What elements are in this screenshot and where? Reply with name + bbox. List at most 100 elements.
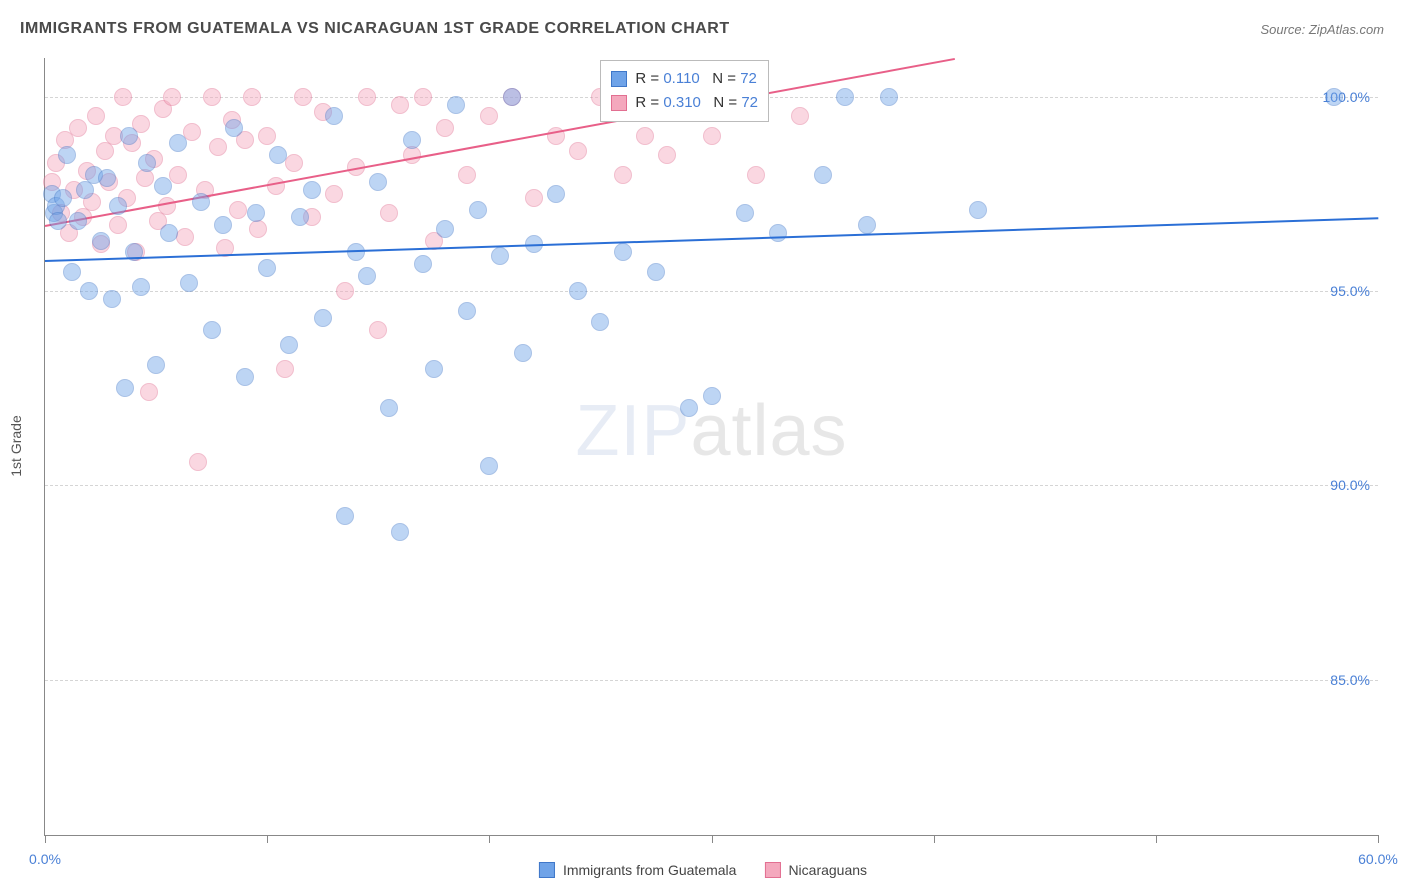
data-point-guatemala bbox=[203, 321, 221, 339]
legend-item-guatemala: Immigrants from Guatemala bbox=[539, 862, 737, 878]
data-point-nicaragua bbox=[569, 142, 587, 160]
data-point-guatemala bbox=[314, 309, 332, 327]
data-point-guatemala bbox=[160, 224, 178, 242]
stats-legend: R = 0.110 N = 72R = 0.310 N = 72 bbox=[600, 60, 769, 122]
data-point-guatemala bbox=[680, 399, 698, 417]
data-point-nicaragua bbox=[169, 166, 187, 184]
data-point-guatemala bbox=[192, 193, 210, 211]
data-point-nicaragua bbox=[294, 88, 312, 106]
data-point-guatemala bbox=[336, 507, 354, 525]
source-credit: Source: ZipAtlas.com bbox=[1260, 22, 1384, 37]
data-point-guatemala bbox=[403, 131, 421, 149]
legend-item-nicaragua: Nicaraguans bbox=[764, 862, 867, 878]
data-point-guatemala bbox=[591, 313, 609, 331]
data-point-guatemala bbox=[469, 201, 487, 219]
data-point-nicaragua bbox=[369, 321, 387, 339]
data-point-nicaragua bbox=[380, 204, 398, 222]
stats-row-guatemala: R = 0.110 N = 72 bbox=[611, 67, 758, 91]
x-tick bbox=[934, 835, 935, 843]
data-point-nicaragua bbox=[203, 88, 221, 106]
data-point-guatemala bbox=[480, 457, 498, 475]
data-point-guatemala bbox=[880, 88, 898, 106]
data-point-guatemala bbox=[120, 127, 138, 145]
data-point-nicaragua bbox=[403, 146, 421, 164]
data-point-guatemala bbox=[614, 243, 632, 261]
data-point-nicaragua bbox=[285, 154, 303, 172]
x-tick bbox=[1156, 835, 1157, 843]
watermark-zip: ZIP bbox=[575, 391, 690, 471]
data-point-guatemala bbox=[54, 189, 72, 207]
data-point-guatemala bbox=[425, 360, 443, 378]
x-tick bbox=[45, 835, 46, 843]
data-point-guatemala bbox=[69, 212, 87, 230]
data-point-guatemala bbox=[358, 267, 376, 285]
data-point-guatemala bbox=[98, 169, 116, 187]
data-point-guatemala bbox=[814, 166, 832, 184]
data-point-nicaragua bbox=[658, 146, 676, 164]
data-point-guatemala bbox=[1325, 88, 1343, 106]
data-point-guatemala bbox=[414, 255, 432, 273]
data-point-guatemala bbox=[703, 387, 721, 405]
data-point-nicaragua bbox=[140, 383, 158, 401]
data-point-guatemala bbox=[109, 197, 127, 215]
data-point-guatemala bbox=[458, 302, 476, 320]
data-point-guatemala bbox=[447, 96, 465, 114]
data-point-nicaragua bbox=[391, 96, 409, 114]
data-point-guatemala bbox=[291, 208, 309, 226]
data-point-nicaragua bbox=[96, 142, 114, 160]
data-point-nicaragua bbox=[525, 189, 543, 207]
data-point-nicaragua bbox=[189, 453, 207, 471]
data-point-guatemala bbox=[76, 181, 94, 199]
data-point-nicaragua bbox=[336, 282, 354, 300]
gridline bbox=[45, 680, 1378, 681]
data-point-guatemala bbox=[103, 290, 121, 308]
data-point-guatemala bbox=[80, 282, 98, 300]
data-point-nicaragua bbox=[414, 88, 432, 106]
data-point-guatemala bbox=[380, 399, 398, 417]
data-point-nicaragua bbox=[243, 88, 261, 106]
data-point-nicaragua bbox=[480, 107, 498, 125]
swatch-nicaragua bbox=[764, 862, 780, 878]
data-point-nicaragua bbox=[249, 220, 267, 238]
data-point-guatemala bbox=[180, 274, 198, 292]
stats-text-nicaragua: R = 0.310 N = 72 bbox=[635, 91, 758, 115]
data-point-nicaragua bbox=[791, 107, 809, 125]
x-tick-label: 0.0% bbox=[29, 851, 61, 867]
data-point-guatemala bbox=[391, 523, 409, 541]
data-point-guatemala bbox=[514, 344, 532, 362]
data-point-nicaragua bbox=[325, 185, 343, 203]
data-point-nicaragua bbox=[114, 88, 132, 106]
data-point-guatemala bbox=[92, 232, 110, 250]
chart-title: IMMIGRANTS FROM GUATEMALA VS NICARAGUAN … bbox=[20, 20, 730, 38]
data-point-nicaragua bbox=[136, 169, 154, 187]
data-point-guatemala bbox=[303, 181, 321, 199]
stats-swatch-guatemala bbox=[611, 71, 627, 87]
data-point-nicaragua bbox=[276, 360, 294, 378]
data-point-guatemala bbox=[369, 173, 387, 191]
data-point-guatemala bbox=[503, 88, 521, 106]
data-point-guatemala bbox=[147, 356, 165, 374]
data-point-nicaragua bbox=[747, 166, 765, 184]
data-point-nicaragua bbox=[176, 228, 194, 246]
data-point-nicaragua bbox=[229, 201, 247, 219]
data-point-guatemala bbox=[225, 119, 243, 137]
data-point-guatemala bbox=[247, 204, 265, 222]
data-point-guatemala bbox=[647, 263, 665, 281]
y-tick-label: 90.0% bbox=[1330, 477, 1370, 493]
data-point-nicaragua bbox=[614, 166, 632, 184]
data-point-nicaragua bbox=[267, 177, 285, 195]
data-point-nicaragua bbox=[358, 88, 376, 106]
y-tick-label: 85.0% bbox=[1330, 672, 1370, 688]
x-tick bbox=[712, 835, 713, 843]
data-point-guatemala bbox=[63, 263, 81, 281]
data-point-guatemala bbox=[138, 154, 156, 172]
data-point-guatemala bbox=[258, 259, 276, 277]
stats-text-guatemala: R = 0.110 N = 72 bbox=[635, 67, 757, 91]
data-point-guatemala bbox=[736, 204, 754, 222]
data-point-guatemala bbox=[236, 368, 254, 386]
gridline bbox=[45, 291, 1378, 292]
data-point-nicaragua bbox=[436, 119, 454, 137]
data-point-nicaragua bbox=[109, 216, 127, 234]
data-point-guatemala bbox=[969, 201, 987, 219]
data-point-nicaragua bbox=[458, 166, 476, 184]
